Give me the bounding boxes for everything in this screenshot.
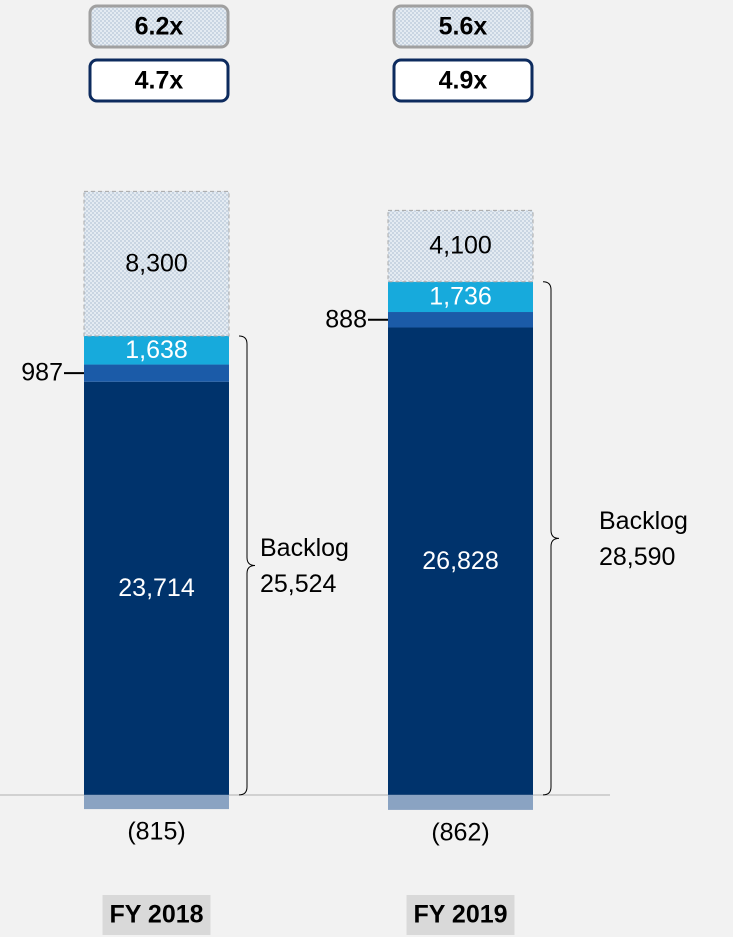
x-tick-label: FY 2018 [109, 901, 203, 929]
bar-segment [388, 327, 533, 795]
bar-segment [84, 364, 229, 382]
bar-segment [84, 794, 229, 810]
multiple-label: 4.7x [135, 67, 184, 95]
data-label: (815) [127, 818, 185, 846]
data-label: 4,100 [429, 232, 492, 260]
backlog-bracket [542, 281, 560, 796]
data-label: 1,736 [429, 283, 492, 311]
bar-segment [388, 794, 533, 810]
data-label: 1,638 [125, 336, 188, 364]
category-box [102, 895, 211, 935]
bar-segment [387, 209, 534, 283]
data-label: (862) [431, 819, 489, 847]
backlog-value: 25,524 [260, 570, 337, 598]
data-label: 8,300 [125, 249, 188, 277]
multiple-label: 5.6x [439, 13, 488, 41]
bar-segment [83, 190, 230, 337]
backlog-title: Backlog [260, 534, 349, 562]
multiple-box [88, 4, 230, 49]
multiple-box [392, 4, 534, 49]
data-label: 987 [21, 359, 63, 387]
backlog-value: 28,590 [599, 543, 675, 571]
multiple-label: 6.2x [135, 13, 184, 41]
bar-segment [84, 381, 229, 795]
backlog-bracket [238, 335, 256, 796]
multiple-label: 4.9x [439, 67, 488, 95]
bar-segment [388, 281, 533, 313]
bar-segment [84, 336, 229, 365]
x-tick-label: FY 2019 [413, 901, 507, 929]
bar-segment [388, 312, 533, 328]
data-label: 23,714 [118, 574, 195, 602]
multiple-box [88, 58, 230, 103]
data-label: 888 [325, 305, 367, 333]
data-label: 26,828 [422, 547, 498, 575]
backlog-title: Backlog [599, 507, 688, 535]
multiple-box [392, 58, 534, 103]
category-box [406, 895, 515, 935]
